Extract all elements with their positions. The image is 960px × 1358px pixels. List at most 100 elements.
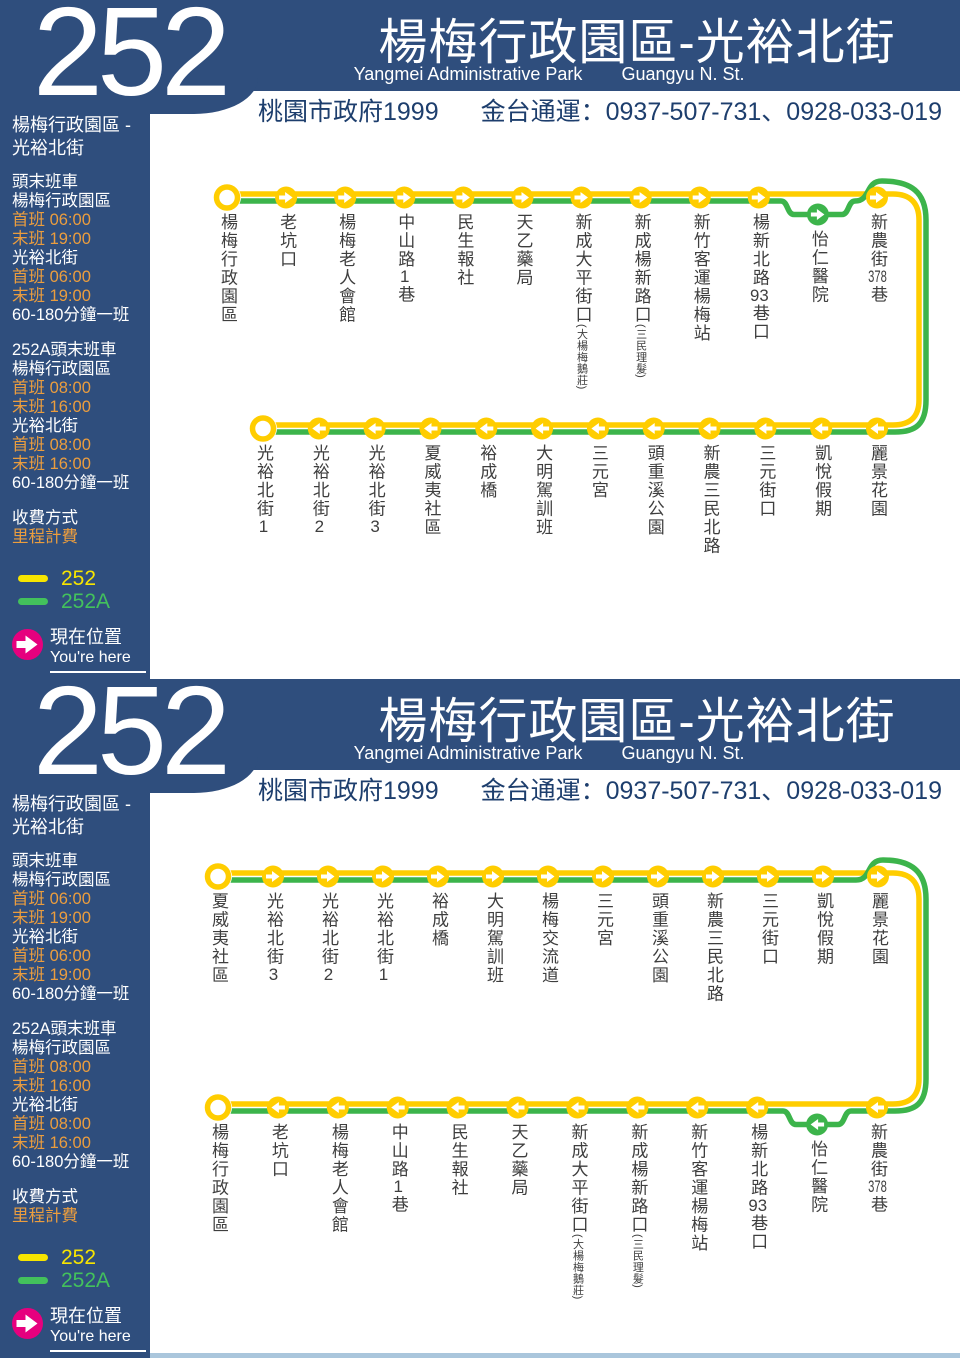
- stop-label: 裕成橋: [477, 443, 497, 500]
- sidebar-row: 末班 19:00: [12, 966, 91, 984]
- stop-direction-arrow-icon: [596, 871, 610, 882]
- stop-labels: 夏威夷社區 光裕北街3 光裕北街2 光裕北街1 裕成橋 大明駕訓班 楊梅交流道 三元宮 頭重溪公…: [0, 679, 960, 1358]
- stop-direction-arrow-icon: [451, 1102, 465, 1113]
- legend-line-swatch: [18, 1277, 48, 1284]
- stop-direction-arrow-icon: [630, 1102, 645, 1113]
- stop-label: 三元街口: [756, 443, 776, 518]
- stop-sublabel: (大楊梅鵝莊): [571, 1233, 584, 1300]
- stop-labels: 楊梅行政園區 老坑口 楊梅老人會館 中山路1巷 民生報社 天乙藥局 新成大平街口(大楊梅鵝莊…: [218, 212, 887, 555]
- sidebar-row: 收費方式: [12, 509, 78, 527]
- stop-label: 楊新北路93巷口: [748, 1122, 768, 1251]
- stop-label: 麗景花園: [869, 891, 888, 966]
- page-bottom-edge: [0, 1353, 960, 1358]
- terminal-stop-ring: [204, 1094, 232, 1121]
- stop-direction-arrow-icon: [486, 871, 500, 882]
- sidebar-row: 60-180分鐘一班: [12, 985, 130, 1003]
- stop-sublabel: (三民理髮): [634, 323, 647, 378]
- stop-direction-arrow-icon: [633, 192, 648, 203]
- legend-item: 252: [12, 1246, 146, 1269]
- route-number-badge: 252: [0, 679, 258, 797]
- stop-direction-arrow-icon: [515, 192, 529, 203]
- route-number-badge: 252: [0, 0, 258, 118]
- sidebar-row: 末班 19:00: [12, 230, 91, 248]
- you-are-here: 現在位置 You're here: [12, 627, 146, 673]
- stop-label: 夏威夷社區: [209, 891, 228, 985]
- stop-label: 民生報社: [454, 212, 474, 287]
- sidebar-block: 收費方式 里程計費: [12, 1188, 146, 1226]
- stop-label: 楊梅行政園區: [209, 1122, 228, 1234]
- contact-authority: 桃園市政府1999: [257, 777, 439, 805]
- panel-outbound: 楊梅行政園區 老坑口 楊梅老人會館 中山路1巷 民生報社 天乙藥局 新成大平街口(大楊梅鵝莊…: [0, 0, 960, 679]
- route-number: 252: [32, 679, 231, 801]
- stop-label: 新成楊新路口(三民理髮): [628, 1122, 648, 1288]
- stop-label: 頭重溪公園: [649, 891, 668, 985]
- route-title-en-left: Yangmei Administrative Park: [353, 64, 583, 84]
- sidebar-row: 60-180分鐘一班: [12, 1153, 130, 1171]
- stop-label: 中山路1巷: [395, 212, 415, 304]
- route-line-252: [218, 870, 922, 1107]
- stop-direction-arrow-icon: [331, 1102, 345, 1113]
- stop-label: 新農三民北路: [704, 891, 723, 1003]
- stop-label: 凱悅假期: [814, 891, 833, 966]
- sidebar-row: 末班 16:00: [12, 1077, 91, 1095]
- stop-label: 老坑口: [268, 1122, 288, 1179]
- legend-item: 252: [12, 567, 146, 590]
- stop-label: 天乙藥局: [513, 212, 533, 287]
- stop-label: 新成大平街口(大楊梅鵝莊): [568, 1122, 588, 1300]
- sidebar-row: 楊梅行政園區: [12, 360, 111, 378]
- stop-direction-arrow-icon: [810, 209, 825, 220]
- stop-label: 夏威夷社區: [421, 443, 441, 537]
- sidebar-row: 末班 16:00: [12, 1134, 91, 1152]
- route-line-252A: [218, 857, 929, 1128]
- stop-direction-arrow-icon: [321, 871, 335, 882]
- route-diagram: [213, 178, 929, 443]
- sidebar-row: 末班 16:00: [12, 455, 91, 473]
- sidebar-row: 楊梅行政園區: [12, 1039, 111, 1057]
- route-title: 楊梅行政園區-光裕北街: [378, 695, 896, 749]
- legend-line-swatch: [18, 598, 48, 605]
- sidebar-row: 頭末班車: [12, 173, 78, 191]
- sidebar-row: 252A頭末班車: [12, 341, 117, 359]
- stop-label: 新農三民北路: [700, 443, 720, 555]
- stop-label: 三元宮: [588, 443, 608, 500]
- stop-label: 楊新北路93巷口: [749, 212, 769, 341]
- legend-label: 252: [61, 567, 97, 590]
- route-diagram: [204, 857, 929, 1136]
- you-are-here-en: You're here: [50, 1328, 131, 1345]
- stop-label: 新農街378巷: [868, 1122, 887, 1214]
- sidebar-row: 收費方式: [12, 1188, 78, 1206]
- contact-strip: 桃園市政府1999 金台通運：0937-507-731、0928-033-019: [150, 770, 960, 812]
- stop-direction-arrow-icon: [574, 192, 588, 203]
- stop-direction-arrow-icon: [871, 871, 885, 882]
- sidebar-row: 里程計費: [12, 528, 78, 546]
- stop-direction-arrow-icon: [479, 423, 494, 434]
- stop-direction-arrow-icon: [814, 423, 829, 434]
- stop-label: 裕成橋: [429, 891, 448, 948]
- sidebar-row: 楊梅行政園區: [12, 192, 111, 210]
- sidebar-row: 頭末班車: [12, 852, 78, 870]
- route-number: 252: [32, 0, 231, 122]
- sidebar-row: 首班 08:00: [12, 436, 91, 454]
- stop-label: 老坑口: [277, 212, 297, 269]
- sidebar-row: 光裕北街: [12, 249, 78, 267]
- stop-label: 三元街口: [759, 891, 778, 966]
- stop-direction-arrow-icon: [376, 871, 390, 882]
- stop-label: 光裕北街2: [309, 443, 329, 535]
- stop-label: 新竹客運楊梅站: [690, 212, 710, 343]
- sidebar-block: 收費方式 里程計費: [12, 509, 146, 547]
- sidebar-row: 首班 06:00: [12, 947, 91, 965]
- stop-direction-arrow-icon: [703, 423, 717, 434]
- legend-item: 252A: [12, 590, 146, 613]
- stop-label: 大明駕訓班: [533, 443, 553, 537]
- route-line-252A: [227, 178, 929, 435]
- stop-direction-arrow-icon: [456, 192, 470, 203]
- stop-label: 楊梅老人會館: [336, 212, 356, 324]
- route-line-252: [227, 191, 922, 428]
- stop-direction-arrow-icon: [271, 1102, 285, 1113]
- stop-direction-arrow-icon: [692, 192, 707, 203]
- stop-label: 光裕北街3: [365, 443, 385, 535]
- stop-label: 麗景花園: [868, 443, 887, 518]
- route-title: 楊梅行政園區-光裕北街: [378, 16, 896, 70]
- legend-item: 252A: [12, 1269, 146, 1292]
- sidebar-route-name: 楊梅行政園區 - 光裕北街: [12, 115, 131, 158]
